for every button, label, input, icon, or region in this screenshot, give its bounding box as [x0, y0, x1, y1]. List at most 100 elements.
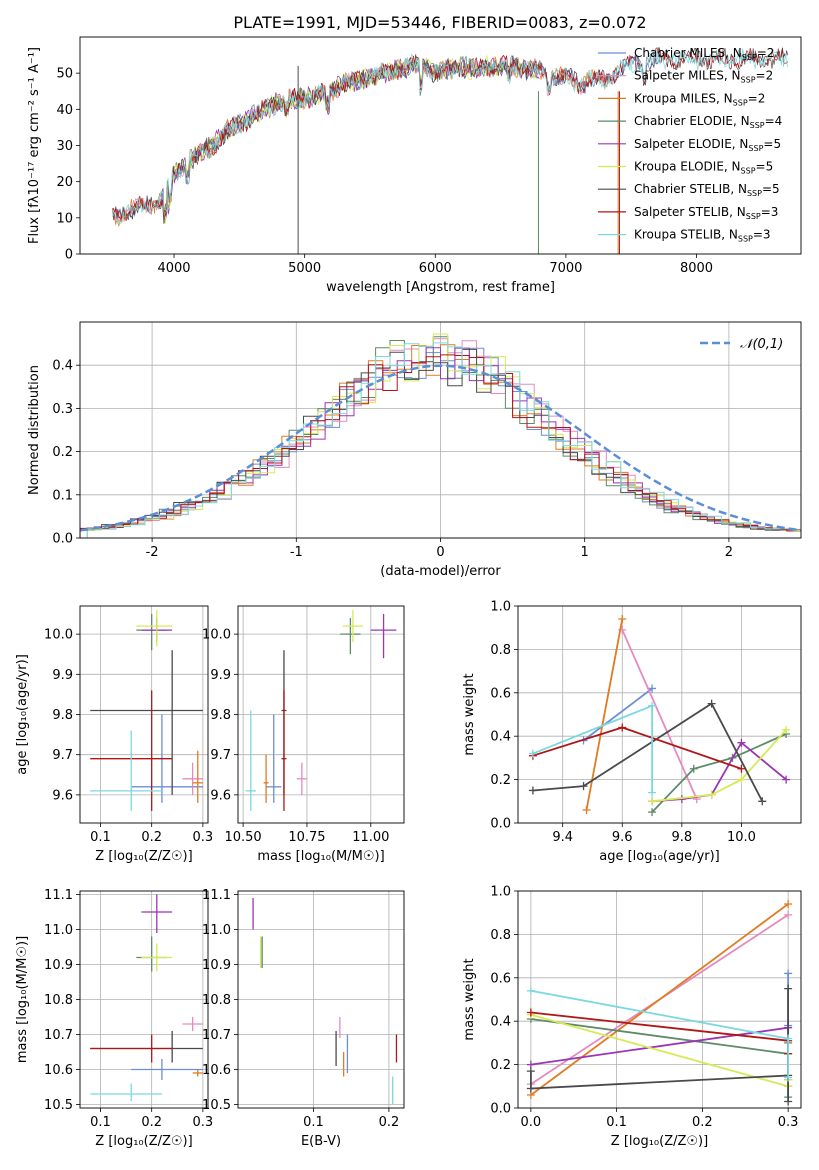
x-tick-label: 9.4	[552, 830, 573, 845]
weight-line-kroupa-miles	[530, 903, 789, 1096]
weight-marker-kroupa-elodie	[707, 790, 716, 799]
x-tick-label: 0.1	[90, 1115, 111, 1130]
y-tick-label: 0.4	[490, 1015, 511, 1030]
y-tick-label: 20	[56, 175, 73, 190]
histogram-salpeter-stelib	[80, 354, 801, 538]
x-axis-label: Z [log₁₀(Z/Z☉)]	[95, 1134, 192, 1149]
x-tick-label: 10.75	[288, 830, 325, 845]
weight-marker-salpeter-elodie	[782, 775, 791, 784]
y-axis-label: Flux [fλ10⁻¹⁷ erg cm⁻² s⁻¹ A⁻¹]	[27, 47, 42, 244]
weight-marker-chabrier-stelib	[707, 699, 716, 708]
y-tick-label: 50	[56, 67, 73, 82]
x-tick-label: 0.3	[778, 1115, 799, 1130]
legend-label-kroupa-stelib: Kroupa STELIB, NSSP=3	[634, 228, 771, 244]
x-tick-label: 0.2	[379, 1115, 400, 1130]
x-tick-label: 7000	[549, 261, 582, 276]
x-axis-label: age [log₁₀(age/yr)]	[599, 849, 720, 864]
y-tick-label: 9.9	[210, 668, 231, 683]
y-tick-label: 30	[56, 139, 73, 154]
weight-marker-salpeter-stelib	[618, 723, 627, 732]
weight-line-kroupa-elodie	[652, 729, 787, 803]
y-tick-label: 0.2	[52, 445, 73, 460]
panel-3: 0.1 0.2 0.3 9.6 9.7 9.8 9.9 10.0 Z [log₁₀(Z/Z☉)]…	[15, 605, 213, 864]
weight-marker-chabrier-stelib	[526, 1067, 535, 1076]
legend-label-salpeter-miles: Salpeter MILES, NSSP=2	[634, 69, 773, 85]
weight-marker-kroupa-stelib	[648, 788, 657, 797]
y-tick-label: 9.6	[210, 788, 231, 803]
weight-line-kroupa-miles	[585, 618, 624, 811]
axes-frame	[79, 605, 209, 824]
y-tick-label: 11.0	[202, 923, 231, 938]
weight-marker-kroupa-elodie	[782, 725, 791, 734]
y-tick-label: 0.0	[490, 1102, 511, 1117]
y-axis-label: mass [log₁₀(M/M☉)]	[15, 936, 30, 1063]
x-tick-label: 9.8	[671, 830, 692, 845]
weight-line-chabrier-stelib	[532, 702, 764, 802]
y-tick-label: 11.0	[44, 923, 73, 938]
weight-marker-chabrier-stelib	[526, 1084, 535, 1093]
x-tick-label: -1	[290, 545, 303, 560]
weight-marker-kroupa-stelib	[528, 749, 537, 758]
weight-line-chabrier-miles	[582, 687, 653, 742]
x-tick-label: 10.50	[224, 830, 261, 845]
y-tick-label: 0	[65, 248, 73, 263]
x-axis-label: mass [log₁₀(M/M☉)]	[257, 849, 384, 864]
errorbar-point-chabrier-miles	[266, 714, 282, 803]
y-tick-label: 10.0	[44, 628, 73, 643]
y-tick-label: 0.0	[52, 532, 73, 547]
weight-marker-kroupa-stelib	[784, 1034, 793, 1043]
legend-label-salpeter-stelib: Salpeter STELIB, NSSP=3	[634, 205, 778, 221]
y-tick-label: 10.6	[44, 1063, 73, 1078]
legend-label-chabrier-miles: Chabrier MILES, NSSP=2	[634, 46, 774, 62]
plot-area	[90, 610, 203, 811]
weight-line-chabrier-stelib	[530, 988, 789, 1102]
y-axis-label: Normed distribution	[27, 365, 42, 495]
errorbar-point-chabrier-elodie	[136, 936, 168, 972]
plot-area	[526, 900, 793, 1106]
weight-marker-chabrier-elodie	[689, 764, 698, 773]
errorbar-point-kroupa-miles	[192, 750, 203, 803]
weight-marker-salpeter-stelib	[526, 1008, 535, 1017]
x-tick-label: 11.00	[352, 830, 389, 845]
x-axis-label: (data-model)/error	[380, 564, 501, 579]
y-tick-label: 11.1	[44, 888, 73, 903]
x-axis-label: Z [log₁₀(Z/Z☉)]	[611, 1134, 708, 1149]
x-tick-label: 10.0	[727, 830, 756, 845]
y-tick-label: 10.5	[44, 1098, 73, 1113]
y-tick-label: 0.1	[52, 488, 73, 503]
errorbar-point-salpeter-elodie	[370, 614, 397, 659]
y-tick-label: 10.7	[202, 1028, 231, 1043]
y-tick-label: 0.8	[490, 643, 511, 658]
x-tick-label: 2	[725, 545, 733, 560]
spectrum-line-kroupa-stelib	[112, 48, 789, 224]
histogram-chabrier-stelib	[80, 348, 794, 531]
histogram-kroupa-stelib	[86, 342, 801, 538]
errorbar-point-kroupa-elodie	[342, 610, 364, 643]
panel-1: 4000 5000 6000 7000 8000 0 10 20 30 40 50 wavelengt…	[27, 36, 802, 295]
y-tick-label: 11.1	[202, 888, 231, 903]
errorbar-point-kroupa-stelib	[90, 730, 162, 811]
x-tick-label: 9.6	[612, 830, 633, 845]
weight-marker-kroupa-stelib	[648, 701, 657, 710]
x-tick-label: 5000	[288, 261, 321, 276]
weight-marker-kroupa-stelib	[784, 1073, 793, 1082]
x-tick-label: 0.1	[606, 1115, 627, 1130]
weight-marker-salpeter-stelib	[737, 764, 746, 773]
errorbar-point-salpeter-miles	[296, 762, 307, 795]
spectrum-line-salpeter-stelib	[112, 47, 788, 222]
x-tick-label: 0.0	[521, 1115, 542, 1130]
figure-title: PLATE=1991, MJD=53446, FIBERID=0083, z=0…	[233, 13, 646, 32]
y-tick-label: 9.8	[210, 708, 231, 723]
histogram-chabrier-elodie	[80, 336, 794, 531]
errorbar-point-salpeter-stelib	[90, 1034, 173, 1063]
y-tick-label: 10.7	[44, 1028, 73, 1043]
errorbar-point-chabrier-miles	[131, 1059, 203, 1080]
panel-5: 9.4 9.6 9.8 10.0 0.0 0.2 0.4 0.6 0.8 1.0 age [log₁…	[462, 600, 802, 864]
legend: Chabrier MILES, NSSP=2 Salpeter MILES, NS…	[598, 46, 782, 244]
errorbar-point-kroupa-miles	[192, 1069, 203, 1077]
weight-marker-chabrier-stelib	[579, 782, 588, 791]
weight-marker-salpeter-miles	[784, 910, 793, 919]
weight-marker-salpeter-elodie	[737, 738, 746, 747]
y-axis-label: mass weight	[462, 673, 477, 755]
